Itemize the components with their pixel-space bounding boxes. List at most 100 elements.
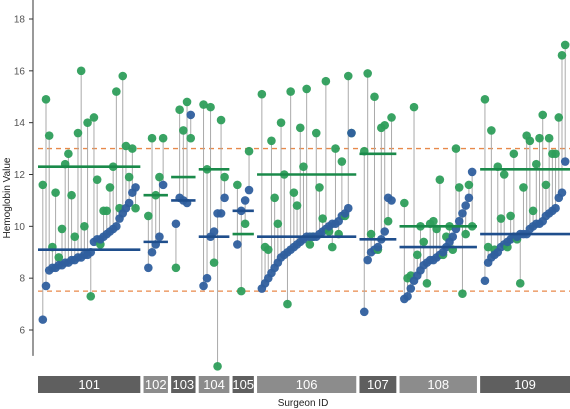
pre-point <box>509 149 519 159</box>
post-point <box>387 196 396 205</box>
group-bar <box>198 376 230 393</box>
post-point <box>171 219 181 229</box>
pre-point <box>302 84 311 94</box>
pre-point <box>144 211 153 221</box>
pre-point <box>305 240 315 249</box>
post-point <box>155 232 164 241</box>
post-point <box>461 201 470 210</box>
pre-point <box>292 201 302 210</box>
post-point <box>363 255 372 265</box>
post-point <box>244 185 254 195</box>
pre-point <box>496 214 506 223</box>
post-point <box>220 193 229 203</box>
pre-point <box>337 157 347 166</box>
post-point <box>560 157 570 166</box>
post-point <box>347 128 356 138</box>
post-point <box>454 216 464 226</box>
group-label: 105 <box>232 377 254 392</box>
pre-point <box>366 229 376 239</box>
y-axis-title: Hemoglobin Value <box>2 157 13 238</box>
pre-point <box>506 211 515 221</box>
pre-point <box>387 113 396 122</box>
post-point <box>209 227 219 236</box>
post-point <box>147 247 157 257</box>
pre-point <box>383 216 393 226</box>
post-point <box>38 315 48 324</box>
pre-point <box>38 180 48 190</box>
pre-point <box>299 162 308 172</box>
post-point <box>199 281 208 291</box>
pre-point <box>363 69 372 78</box>
pre-point <box>213 361 222 371</box>
group-label: 108 <box>427 377 449 392</box>
pre-point <box>327 242 337 252</box>
pre-point <box>131 203 140 213</box>
pre-point <box>286 87 295 96</box>
y-tick-label: 6 <box>19 326 25 337</box>
y-tick-label: 10 <box>14 222 26 233</box>
pre-point <box>54 253 64 262</box>
pre-point <box>270 193 279 203</box>
post-point <box>124 198 134 208</box>
pre-point <box>158 133 168 143</box>
group-bar <box>171 376 196 393</box>
post-point <box>373 242 383 252</box>
pre-point <box>182 97 192 107</box>
post-point <box>480 276 490 286</box>
pre-point <box>464 180 474 190</box>
pre-point <box>244 146 254 156</box>
pre-point <box>321 76 331 86</box>
y-tick-label: 12 <box>14 170 26 181</box>
pre-point <box>400 198 409 208</box>
pre-point <box>220 172 229 182</box>
pre-point <box>409 102 419 112</box>
pre-point <box>331 144 340 153</box>
group-label: 107 <box>367 377 389 392</box>
post-point <box>158 180 168 190</box>
pre-point <box>560 40 570 50</box>
pre-point <box>318 214 327 223</box>
x-axis-title: Surgeon ID <box>278 398 329 409</box>
post-point <box>186 110 196 120</box>
pre-point <box>267 136 276 146</box>
group-label: 109 <box>514 377 536 392</box>
pre-point <box>105 183 115 192</box>
post-point <box>144 263 153 273</box>
pre-point <box>525 136 535 146</box>
post-point <box>202 273 212 283</box>
pre-point <box>380 120 390 130</box>
pre-point <box>67 190 76 200</box>
pre-point <box>41 95 51 104</box>
post-point <box>551 203 560 213</box>
pre-point <box>435 175 445 184</box>
post-point <box>406 284 416 293</box>
pre-point <box>276 118 286 127</box>
group-bar <box>38 376 141 393</box>
pre-point <box>528 206 538 216</box>
y-tick-label: 16 <box>14 66 26 77</box>
pre-point <box>451 144 461 153</box>
pre-point <box>461 229 470 239</box>
post-point <box>557 188 567 197</box>
pre-point <box>554 113 564 122</box>
group-bar <box>232 376 254 393</box>
pre-point <box>118 71 128 81</box>
group-bar <box>143 376 168 393</box>
pre-point <box>76 66 86 76</box>
pre-point <box>532 159 541 169</box>
post-point <box>233 240 242 249</box>
pre-point <box>86 292 96 301</box>
post-point <box>216 209 226 218</box>
pre-point <box>422 279 432 288</box>
post-point <box>359 307 369 317</box>
pre-point <box>557 50 567 60</box>
pre-point <box>92 175 102 184</box>
pre-point <box>487 126 496 135</box>
pre-point <box>315 183 324 192</box>
group-bar <box>399 376 477 393</box>
pre-point <box>263 245 273 254</box>
pre-point <box>343 71 353 81</box>
pre-point <box>454 183 464 192</box>
pre-point <box>199 100 208 109</box>
